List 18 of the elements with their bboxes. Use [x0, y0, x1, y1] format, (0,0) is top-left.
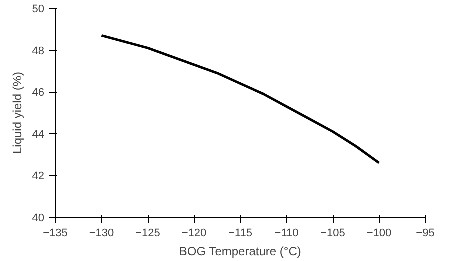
y-tick-label: 48	[32, 45, 45, 58]
x-tick-label: −105	[320, 228, 346, 240]
x-axis-title: BOG Temperature (°C)	[179, 244, 302, 258]
y-tick-label: 46	[32, 87, 45, 100]
x-tick-label: −130	[89, 228, 114, 240]
x-tick-label: −95	[416, 228, 435, 240]
x-tick-label: −135	[43, 228, 68, 240]
x-tick-label: −115	[228, 228, 252, 240]
y-tick-label: 44	[32, 128, 45, 141]
x-tick-label: −110	[274, 228, 299, 240]
y-tick-label: 50	[32, 4, 45, 16]
y-tick-label: 42	[32, 170, 45, 183]
y-tick-label: 40	[32, 212, 45, 224]
x-tick-label: −120	[182, 228, 207, 240]
y-axis-title: Liquid yield (%)	[10, 72, 24, 154]
line-series	[100, 34, 380, 164]
x-tick-label: −125	[136, 228, 160, 240]
x-tick-label: −100	[366, 228, 392, 240]
